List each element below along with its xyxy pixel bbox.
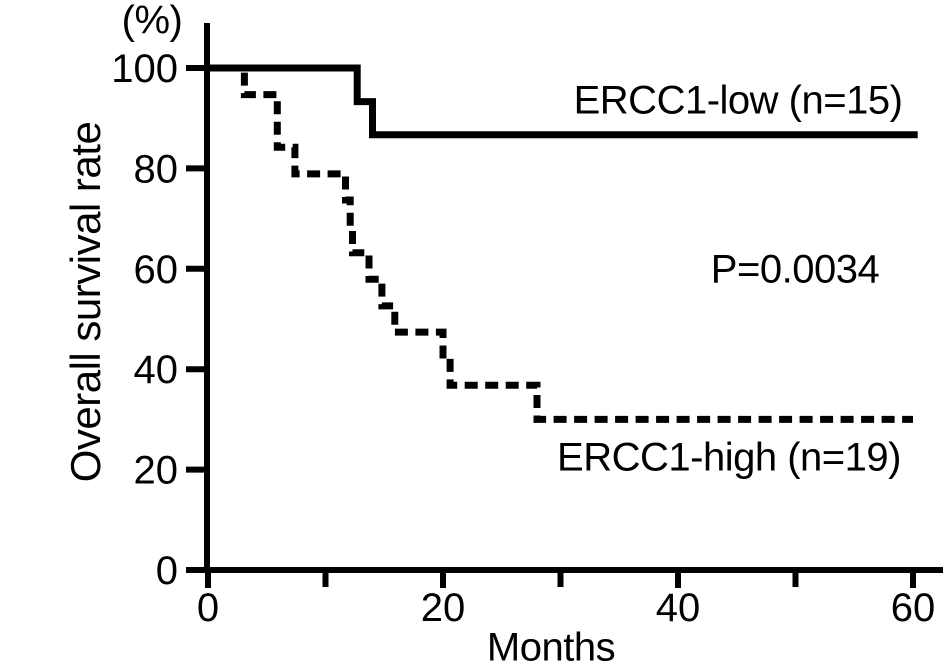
y-tick-label: 0 (156, 549, 178, 593)
legend-ercc1-high: ERCC1-high (n=19) (557, 435, 901, 480)
x-tick-label: 0 (197, 586, 219, 630)
y-axis-title: Overall survival rate (62, 121, 109, 483)
y-tick-label: 100 (111, 47, 178, 91)
y-tick-label: 60 (134, 248, 179, 292)
x-tick-label: 20 (421, 586, 466, 630)
legend-ercc1-low: ERCC1-low (n=15) (573, 78, 903, 123)
y-tick-label: 40 (134, 348, 179, 392)
curve-ercc1-low (208, 64, 918, 139)
x-tick-label: 60 (891, 586, 936, 630)
curve-ercc1-high (208, 64, 913, 423)
y-tick-label: 80 (134, 147, 179, 191)
x-axis-title: Months (486, 625, 616, 667)
p-value-annotation: P=0.0034 (710, 247, 880, 292)
y-tick-label: 20 (134, 449, 179, 493)
x-tick-label: 40 (656, 586, 701, 630)
y-axis-unit-label: (%) (121, 0, 183, 43)
